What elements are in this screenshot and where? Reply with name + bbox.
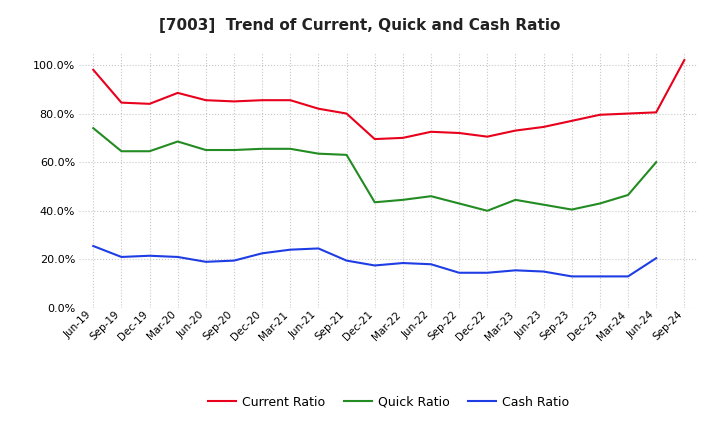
Quick Ratio	[145, 149, 154, 154]
Current Ratio	[399, 135, 408, 140]
Text: [7003]  Trend of Current, Quick and Cash Ratio: [7003] Trend of Current, Quick and Cash …	[159, 18, 561, 33]
Quick Ratio	[314, 151, 323, 156]
Current Ratio	[680, 58, 688, 63]
Quick Ratio	[230, 147, 238, 153]
Quick Ratio	[427, 194, 436, 199]
Current Ratio	[370, 136, 379, 142]
Line: Quick Ratio: Quick Ratio	[94, 128, 656, 211]
Quick Ratio	[370, 200, 379, 205]
Cash Ratio	[652, 256, 660, 261]
Quick Ratio	[117, 149, 126, 154]
Current Ratio	[511, 128, 520, 133]
Cash Ratio	[370, 263, 379, 268]
Current Ratio	[624, 111, 632, 116]
Cash Ratio	[342, 258, 351, 263]
Current Ratio	[89, 67, 98, 73]
Cash Ratio	[314, 246, 323, 251]
Quick Ratio	[624, 192, 632, 198]
Current Ratio	[483, 134, 492, 139]
Cash Ratio	[483, 270, 492, 275]
Quick Ratio	[511, 197, 520, 202]
Cash Ratio	[624, 274, 632, 279]
Current Ratio	[286, 98, 294, 103]
Cash Ratio	[89, 243, 98, 249]
Cash Ratio	[567, 274, 576, 279]
Current Ratio	[539, 124, 548, 129]
Cash Ratio	[511, 268, 520, 273]
Quick Ratio	[174, 139, 182, 144]
Quick Ratio	[342, 152, 351, 158]
Cash Ratio	[399, 260, 408, 266]
Current Ratio	[342, 111, 351, 116]
Quick Ratio	[399, 197, 408, 202]
Cash Ratio	[145, 253, 154, 258]
Current Ratio	[595, 112, 604, 117]
Current Ratio	[314, 106, 323, 111]
Current Ratio	[652, 110, 660, 115]
Quick Ratio	[286, 146, 294, 151]
Current Ratio	[202, 98, 210, 103]
Current Ratio	[117, 100, 126, 105]
Cash Ratio	[286, 247, 294, 252]
Current Ratio	[567, 118, 576, 124]
Quick Ratio	[202, 147, 210, 153]
Cash Ratio	[539, 269, 548, 274]
Line: Current Ratio: Current Ratio	[94, 60, 684, 139]
Cash Ratio	[258, 251, 266, 256]
Cash Ratio	[595, 274, 604, 279]
Cash Ratio	[117, 254, 126, 260]
Quick Ratio	[455, 201, 464, 206]
Cash Ratio	[174, 254, 182, 260]
Quick Ratio	[258, 146, 266, 151]
Current Ratio	[145, 101, 154, 106]
Current Ratio	[230, 99, 238, 104]
Line: Cash Ratio: Cash Ratio	[94, 246, 656, 276]
Quick Ratio	[89, 125, 98, 131]
Cash Ratio	[202, 259, 210, 264]
Quick Ratio	[595, 201, 604, 206]
Current Ratio	[258, 98, 266, 103]
Cash Ratio	[455, 270, 464, 275]
Quick Ratio	[539, 202, 548, 207]
Cash Ratio	[427, 262, 436, 267]
Quick Ratio	[652, 160, 660, 165]
Legend: Current Ratio, Quick Ratio, Cash Ratio: Current Ratio, Quick Ratio, Cash Ratio	[204, 391, 574, 414]
Current Ratio	[455, 130, 464, 136]
Current Ratio	[174, 90, 182, 95]
Current Ratio	[427, 129, 436, 135]
Quick Ratio	[567, 207, 576, 212]
Cash Ratio	[230, 258, 238, 263]
Quick Ratio	[483, 208, 492, 213]
